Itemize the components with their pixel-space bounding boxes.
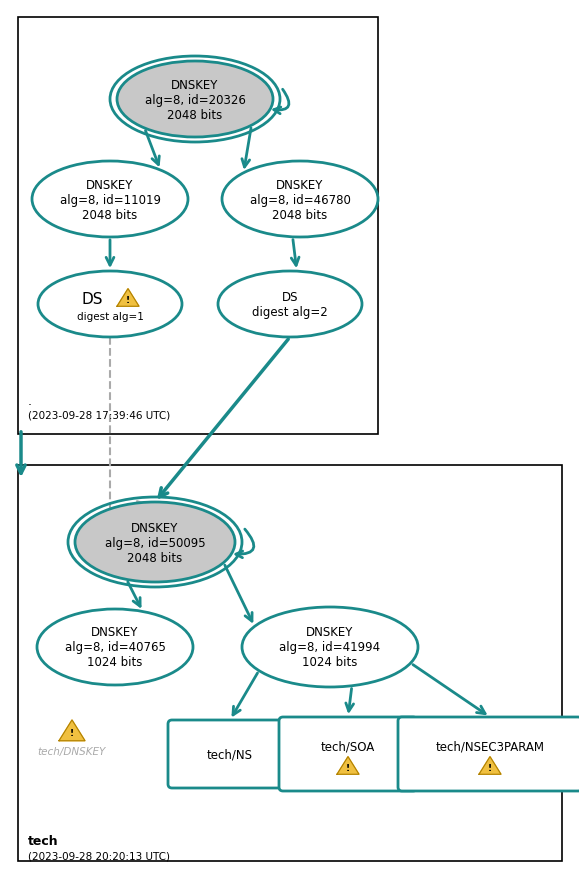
Text: (2023-09-28 17:39:46 UTC): (2023-09-28 17:39:46 UTC) bbox=[28, 409, 170, 419]
Text: DNSKEY
alg=8, id=20326
2048 bits: DNSKEY alg=8, id=20326 2048 bits bbox=[145, 79, 245, 122]
Ellipse shape bbox=[32, 162, 188, 238]
Text: !: ! bbox=[488, 763, 492, 772]
FancyBboxPatch shape bbox=[168, 721, 292, 789]
Bar bbox=[18, 18, 378, 434]
Ellipse shape bbox=[242, 607, 418, 687]
Text: digest alg=1: digest alg=1 bbox=[76, 312, 144, 322]
FancyBboxPatch shape bbox=[398, 717, 579, 791]
Text: tech/SOA: tech/SOA bbox=[321, 739, 375, 753]
Polygon shape bbox=[479, 757, 501, 774]
Text: DS
digest alg=2: DS digest alg=2 bbox=[252, 291, 328, 318]
Text: !: ! bbox=[346, 763, 350, 772]
Bar bbox=[18, 466, 562, 861]
Text: DNSKEY
alg=8, id=11019
2048 bits: DNSKEY alg=8, id=11019 2048 bits bbox=[60, 178, 160, 221]
Text: DNSKEY
alg=8, id=50095
2048 bits: DNSKEY alg=8, id=50095 2048 bits bbox=[105, 521, 206, 564]
Text: tech: tech bbox=[28, 834, 58, 847]
Text: !: ! bbox=[70, 728, 74, 737]
Ellipse shape bbox=[218, 272, 362, 338]
Text: tech/DNSKEY: tech/DNSKEY bbox=[38, 746, 106, 756]
Ellipse shape bbox=[38, 272, 182, 338]
Text: !: ! bbox=[126, 295, 130, 304]
Text: (2023-09-28 20:20:13 UTC): (2023-09-28 20:20:13 UTC) bbox=[28, 851, 170, 861]
Text: DNSKEY
alg=8, id=46780
2048 bits: DNSKEY alg=8, id=46780 2048 bits bbox=[250, 178, 350, 221]
Polygon shape bbox=[117, 290, 139, 307]
Ellipse shape bbox=[222, 162, 378, 238]
Ellipse shape bbox=[75, 502, 235, 582]
Text: .: . bbox=[28, 394, 32, 408]
Ellipse shape bbox=[117, 62, 273, 138]
Text: tech/NSEC3PARAM: tech/NSEC3PARAM bbox=[435, 739, 544, 753]
FancyBboxPatch shape bbox=[279, 717, 417, 791]
Text: tech/NS: tech/NS bbox=[207, 747, 253, 761]
Text: DNSKEY
alg=8, id=40765
1024 bits: DNSKEY alg=8, id=40765 1024 bits bbox=[65, 626, 166, 669]
Polygon shape bbox=[337, 757, 359, 774]
Text: DNSKEY
alg=8, id=41994
1024 bits: DNSKEY alg=8, id=41994 1024 bits bbox=[280, 626, 380, 669]
Text: DS: DS bbox=[81, 291, 102, 306]
Polygon shape bbox=[59, 721, 85, 741]
Ellipse shape bbox=[37, 610, 193, 685]
